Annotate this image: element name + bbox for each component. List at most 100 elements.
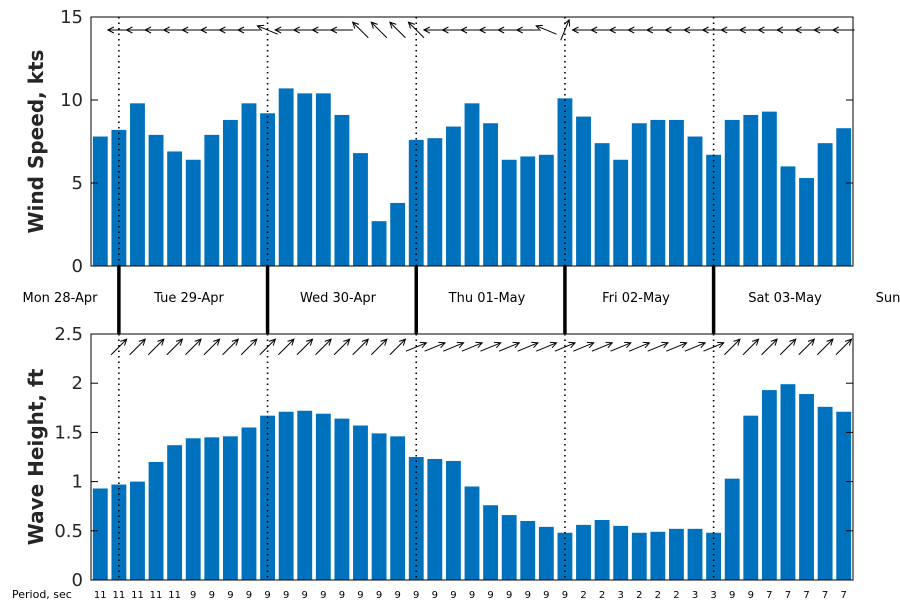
wave-bar bbox=[836, 411, 852, 580]
wind-arrow-head bbox=[497, 26, 505, 34]
wind-direction-arrow bbox=[831, 26, 855, 34]
wave-bar bbox=[538, 526, 554, 580]
day-label: Tue 29-Apr bbox=[153, 291, 224, 306]
wave-bar bbox=[427, 458, 443, 580]
wind-arrow-head bbox=[645, 26, 654, 34]
wave-direction-arrow bbox=[779, 338, 797, 356]
wind-arrow-head bbox=[701, 26, 709, 34]
wind-bar bbox=[669, 119, 684, 266]
wave-bar bbox=[817, 406, 833, 580]
wave-arrow-head bbox=[717, 341, 725, 349]
wind-bar bbox=[687, 136, 703, 266]
wave-arrow-head bbox=[826, 338, 834, 346]
period-value: 9 bbox=[357, 590, 363, 600]
wind-bar bbox=[613, 159, 629, 266]
wind-arrow-shaft bbox=[257, 25, 278, 35]
wave-arrow-head bbox=[475, 341, 484, 349]
wind-bar bbox=[130, 103, 145, 266]
wave-arrow-shaft bbox=[222, 338, 239, 356]
wind-bar bbox=[297, 93, 313, 266]
wave-arrow-shaft bbox=[535, 342, 557, 352]
period-value: 2 bbox=[673, 590, 679, 600]
period-label: Period, sec bbox=[12, 588, 72, 600]
wind-arrow-head bbox=[589, 26, 598, 34]
wind-arrow-head bbox=[218, 26, 226, 34]
wind-ytick-label: 0 bbox=[72, 256, 83, 277]
wind-arrow-head bbox=[720, 26, 728, 34]
wave-direction-arrow bbox=[535, 341, 558, 352]
wave-arrow-shaft bbox=[461, 342, 483, 352]
wind-bar bbox=[836, 128, 852, 266]
period-value: 3 bbox=[617, 590, 623, 600]
wave-direction-arrow bbox=[517, 341, 539, 352]
wave-arrow-head bbox=[343, 338, 351, 346]
wave-bar bbox=[724, 478, 740, 580]
period-value: 9 bbox=[246, 590, 252, 600]
wave-direction-arrow bbox=[761, 338, 778, 356]
wave-arrow-shaft bbox=[370, 338, 388, 356]
wind-bar bbox=[204, 134, 220, 266]
wave-arrow-head bbox=[361, 338, 370, 346]
wave-bar bbox=[594, 519, 610, 580]
wave-arrow-head bbox=[789, 338, 797, 346]
wave-bar bbox=[260, 415, 275, 580]
wave-arrow-shaft bbox=[498, 342, 520, 352]
wave-arrow-head bbox=[698, 341, 707, 349]
wave-arrow-shaft bbox=[517, 342, 539, 352]
wind-ytick-label: 15 bbox=[60, 7, 83, 28]
day-label: Sun bbox=[876, 291, 900, 306]
wave-direction-arrow bbox=[259, 338, 277, 356]
wind-ytick-label: 10 bbox=[60, 90, 83, 111]
wave-bar bbox=[408, 457, 424, 580]
wind-arrow-head bbox=[181, 26, 189, 34]
wave-arrow-head bbox=[512, 341, 521, 349]
period-value: 2 bbox=[636, 590, 642, 600]
wind-bar bbox=[799, 178, 814, 266]
wave-arrow-shaft bbox=[610, 342, 632, 352]
wind-bar bbox=[408, 139, 424, 266]
wind-bar bbox=[185, 159, 201, 266]
wind-bar bbox=[576, 116, 591, 266]
period-value: 3 bbox=[692, 590, 698, 600]
wave-arrow-head bbox=[549, 341, 558, 349]
wind-arrow-head bbox=[125, 26, 133, 34]
wind-arrow-head bbox=[794, 26, 802, 34]
wind-arrow-head bbox=[106, 26, 115, 34]
wave-arrow-shaft bbox=[203, 338, 220, 356]
period-value: 11 bbox=[113, 590, 126, 600]
wave-bar bbox=[780, 384, 796, 580]
wind-arrow-head bbox=[274, 26, 282, 34]
wind-bar bbox=[483, 123, 499, 267]
wind-arrow-head bbox=[831, 26, 839, 34]
wave-direction-arrow bbox=[370, 338, 388, 356]
wave-arrow-head bbox=[642, 341, 651, 349]
period-value: 7 bbox=[841, 590, 847, 600]
wind-direction-arrow bbox=[236, 26, 260, 34]
wind-bar bbox=[334, 114, 350, 266]
wave-arrow-head bbox=[733, 338, 741, 346]
period-value: 7 bbox=[822, 590, 828, 600]
wind-arrow-head bbox=[738, 26, 747, 34]
wave-ytick-label: 1.5 bbox=[54, 422, 83, 443]
day-label: Fri 02-May bbox=[602, 291, 670, 306]
wind-arrow-head bbox=[664, 26, 672, 34]
wind-direction-arrow bbox=[351, 21, 369, 39]
wind-bar bbox=[520, 156, 536, 266]
wave-arrow-shaft bbox=[761, 338, 778, 356]
wave-direction-arrow bbox=[110, 338, 128, 356]
wave-bar bbox=[501, 515, 517, 580]
wave-bar bbox=[445, 460, 461, 580]
period-value: 7 bbox=[766, 590, 772, 600]
wind-ytick-label: 5 bbox=[72, 173, 83, 194]
wind-direction-arrow bbox=[389, 21, 406, 39]
wind-bar bbox=[724, 119, 740, 266]
wave-direction-arrow bbox=[443, 341, 465, 352]
wave-ytick-label: 0.5 bbox=[54, 521, 83, 542]
wave-bar bbox=[650, 531, 666, 580]
wave-bar bbox=[92, 488, 108, 580]
period-value: 9 bbox=[469, 590, 475, 600]
wave-arrow-head bbox=[624, 341, 632, 349]
wind-bar bbox=[167, 151, 183, 266]
wave-direction-arrow bbox=[315, 338, 332, 356]
wave-arrow-head bbox=[494, 341, 502, 349]
